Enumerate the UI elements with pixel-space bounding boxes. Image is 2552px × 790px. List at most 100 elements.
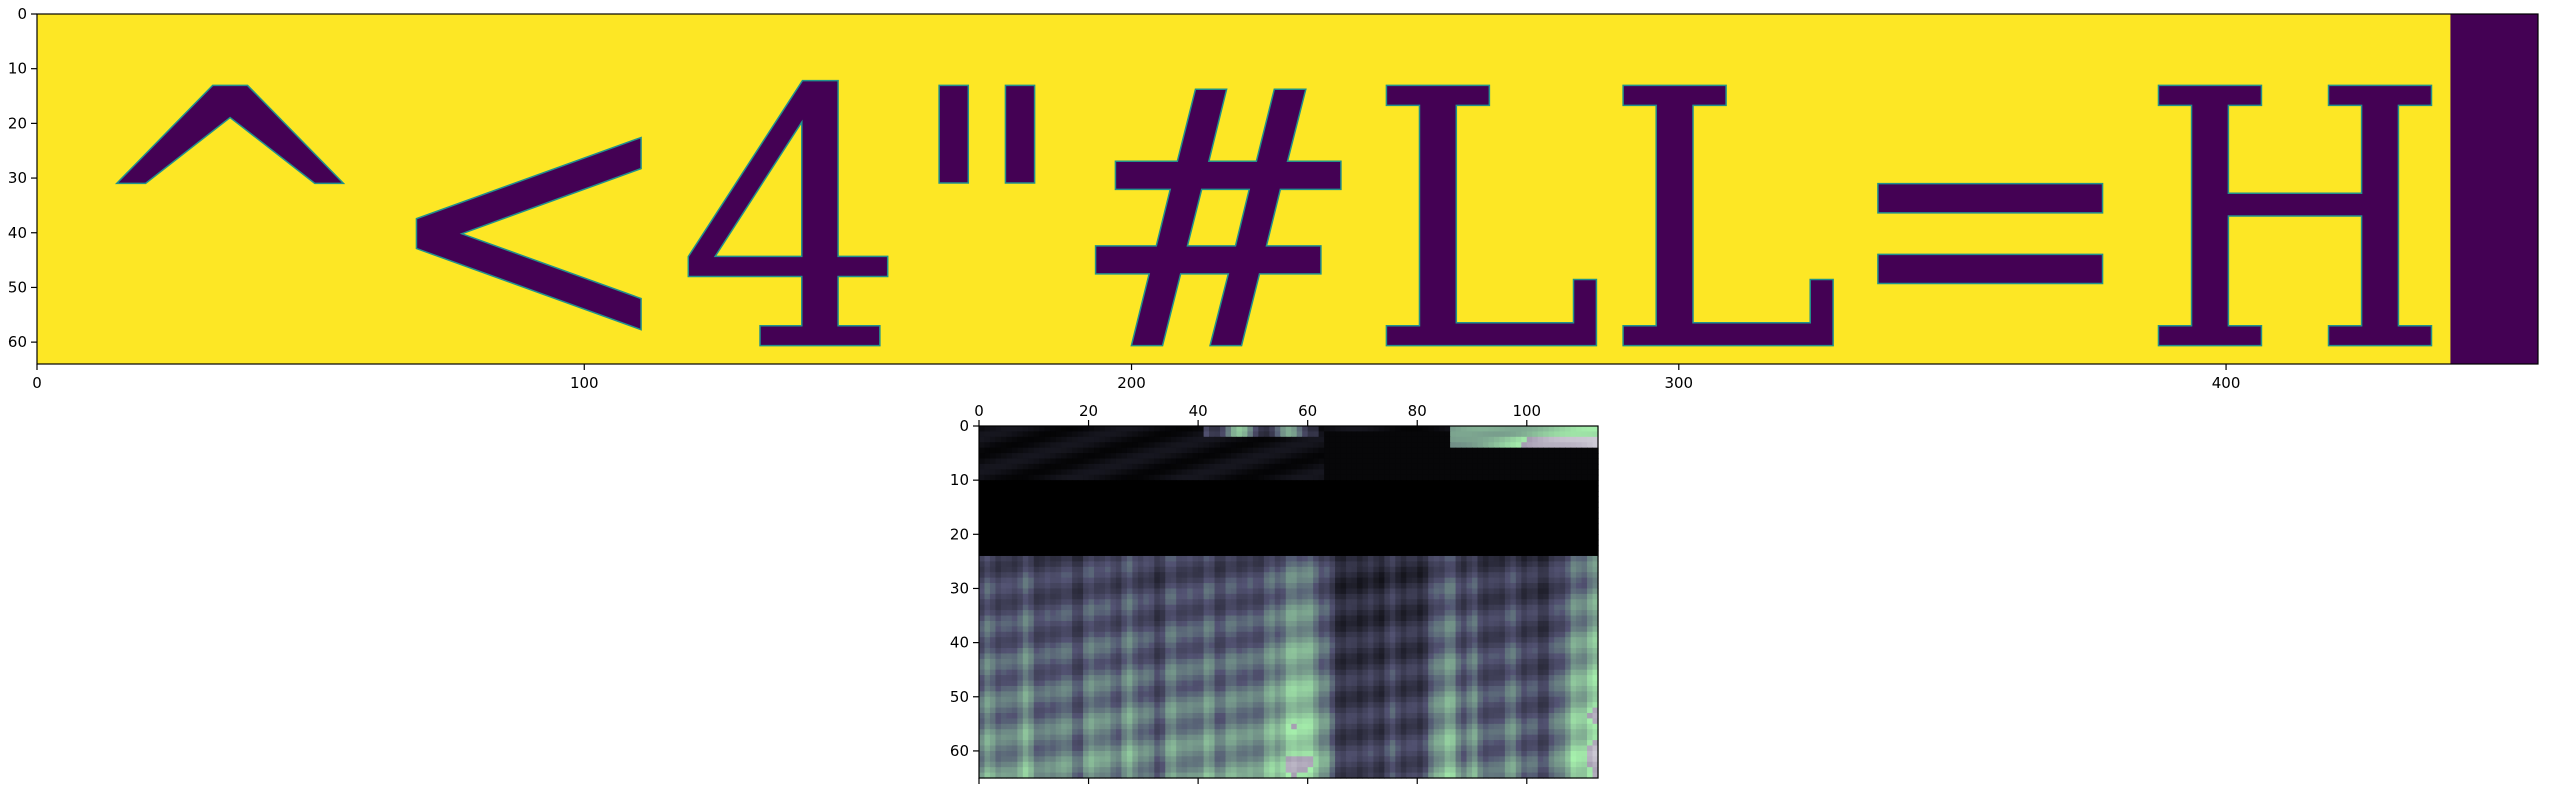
heatmap-cell xyxy=(1329,474,1336,481)
heatmap-cell xyxy=(1181,572,1188,579)
heatmap-cell xyxy=(1033,572,1040,579)
heatmap-cell xyxy=(1466,637,1473,644)
heatmap-cell xyxy=(1187,426,1194,433)
heatmap-cell xyxy=(1132,518,1139,525)
heatmap-cell xyxy=(1088,463,1095,470)
heatmap-cell xyxy=(1077,631,1084,638)
heatmap-cell xyxy=(1587,480,1594,487)
heatmap-cell xyxy=(1455,474,1462,481)
heatmap-cell xyxy=(1296,599,1303,606)
heatmap-cell xyxy=(1121,653,1128,660)
heatmap-cell xyxy=(1154,604,1161,611)
heatmap-cell xyxy=(1406,490,1413,497)
heatmap-cell xyxy=(1039,496,1046,503)
heatmap-cell xyxy=(1192,480,1199,487)
heatmap-cell xyxy=(1504,518,1511,525)
heatmap-cell xyxy=(1121,485,1128,492)
heatmap-cell xyxy=(1269,490,1276,497)
heatmap-cell xyxy=(1428,453,1435,460)
heatmap-cell xyxy=(1521,658,1528,665)
heatmap-cell xyxy=(1433,577,1440,584)
heatmap-cell xyxy=(1137,436,1144,443)
heatmap-cell xyxy=(1362,469,1369,476)
heatmap-cell xyxy=(1488,512,1495,519)
heatmap-cell xyxy=(1472,637,1479,644)
heatmap-cell xyxy=(1417,545,1424,552)
heatmap-cell xyxy=(1170,642,1177,649)
heatmap-cell xyxy=(1225,599,1232,606)
heatmap-cell xyxy=(1318,588,1325,595)
heatmap-cell xyxy=(1548,528,1555,535)
heatmap-cell xyxy=(1258,507,1265,514)
heatmap-cell xyxy=(1055,426,1062,433)
heatmap-cell xyxy=(1307,426,1314,433)
heatmap-cell xyxy=(1346,648,1353,655)
heatmap-cell xyxy=(1066,480,1073,487)
heatmap-cell xyxy=(1137,566,1144,573)
heatmap-cell xyxy=(1384,485,1391,492)
heatmap-cell xyxy=(1263,507,1270,514)
heatmap-cell xyxy=(1329,620,1336,627)
heatmap-cell xyxy=(1236,658,1243,665)
heatmap-cell xyxy=(1225,626,1232,633)
heatmap-cell xyxy=(1236,637,1243,644)
heatmap-cell xyxy=(1028,442,1035,449)
heatmap-cell xyxy=(1083,463,1090,470)
heatmap-cell xyxy=(1537,626,1544,633)
heatmap-cell xyxy=(1389,539,1396,546)
heatmap-cell xyxy=(1318,637,1325,644)
heatmap-cell xyxy=(1274,501,1281,508)
heatmap-cell xyxy=(1077,501,1084,508)
heatmap-cell xyxy=(1461,653,1468,660)
heatmap-cell xyxy=(1143,653,1150,660)
heatmap-cell xyxy=(1083,593,1090,600)
heatmap-cell xyxy=(1581,653,1588,660)
heatmap-cell xyxy=(1176,436,1183,443)
heatmap-cell xyxy=(1274,436,1281,443)
heatmap-cell xyxy=(1044,610,1051,617)
heatmap-cell xyxy=(1400,642,1407,649)
heatmap-cell xyxy=(1504,442,1511,449)
heatmap-cell xyxy=(1280,572,1287,579)
heatmap-cell xyxy=(1110,474,1117,481)
heatmap-cell xyxy=(1000,588,1007,595)
heatmap-cell xyxy=(979,642,986,649)
heatmap-cell xyxy=(1110,561,1117,568)
heatmap-cell xyxy=(1389,458,1396,465)
heatmap-cell xyxy=(1126,539,1133,546)
heatmap-cell xyxy=(1072,436,1079,443)
heatmap-cell xyxy=(1280,642,1287,649)
heatmap-cell xyxy=(1110,583,1117,590)
heatmap-cell xyxy=(1115,485,1123,492)
heatmap-cell xyxy=(1592,593,1599,600)
heatmap-cell xyxy=(1428,588,1435,595)
heatmap-cell xyxy=(1225,593,1232,600)
heatmap-cell xyxy=(1296,545,1303,552)
heatmap-cell xyxy=(1077,534,1084,541)
heatmap-cell xyxy=(1493,648,1500,655)
heatmap-cell xyxy=(1417,555,1424,562)
heatmap-cell xyxy=(1137,447,1144,454)
heatmap-cell xyxy=(1132,572,1139,579)
heatmap-cell xyxy=(1433,436,1440,443)
heatmap-cell xyxy=(1247,626,1254,633)
heatmap-cell xyxy=(1417,604,1424,611)
heatmap-cell xyxy=(1044,658,1051,665)
heatmap-cell xyxy=(1028,545,1035,552)
heatmap-cell xyxy=(1499,426,1506,433)
heatmap-cell xyxy=(1000,480,1007,487)
heatmap-cell xyxy=(1493,485,1500,492)
heatmap-cell xyxy=(1565,583,1572,590)
heatmap-cell xyxy=(1472,561,1479,568)
heatmap-cell xyxy=(1236,469,1243,476)
heatmap-cell xyxy=(1488,458,1495,465)
heatmap-cell xyxy=(1230,507,1238,514)
heatmap-cell xyxy=(1411,539,1418,546)
heatmap-cell xyxy=(1181,485,1188,492)
heatmap-cell xyxy=(1241,566,1249,573)
heatmap-cell xyxy=(1356,480,1364,487)
heatmap-cell xyxy=(1472,480,1479,487)
heatmap-cell xyxy=(1203,453,1210,460)
heatmap-cell xyxy=(1324,555,1331,562)
heatmap-cell xyxy=(1083,631,1090,638)
